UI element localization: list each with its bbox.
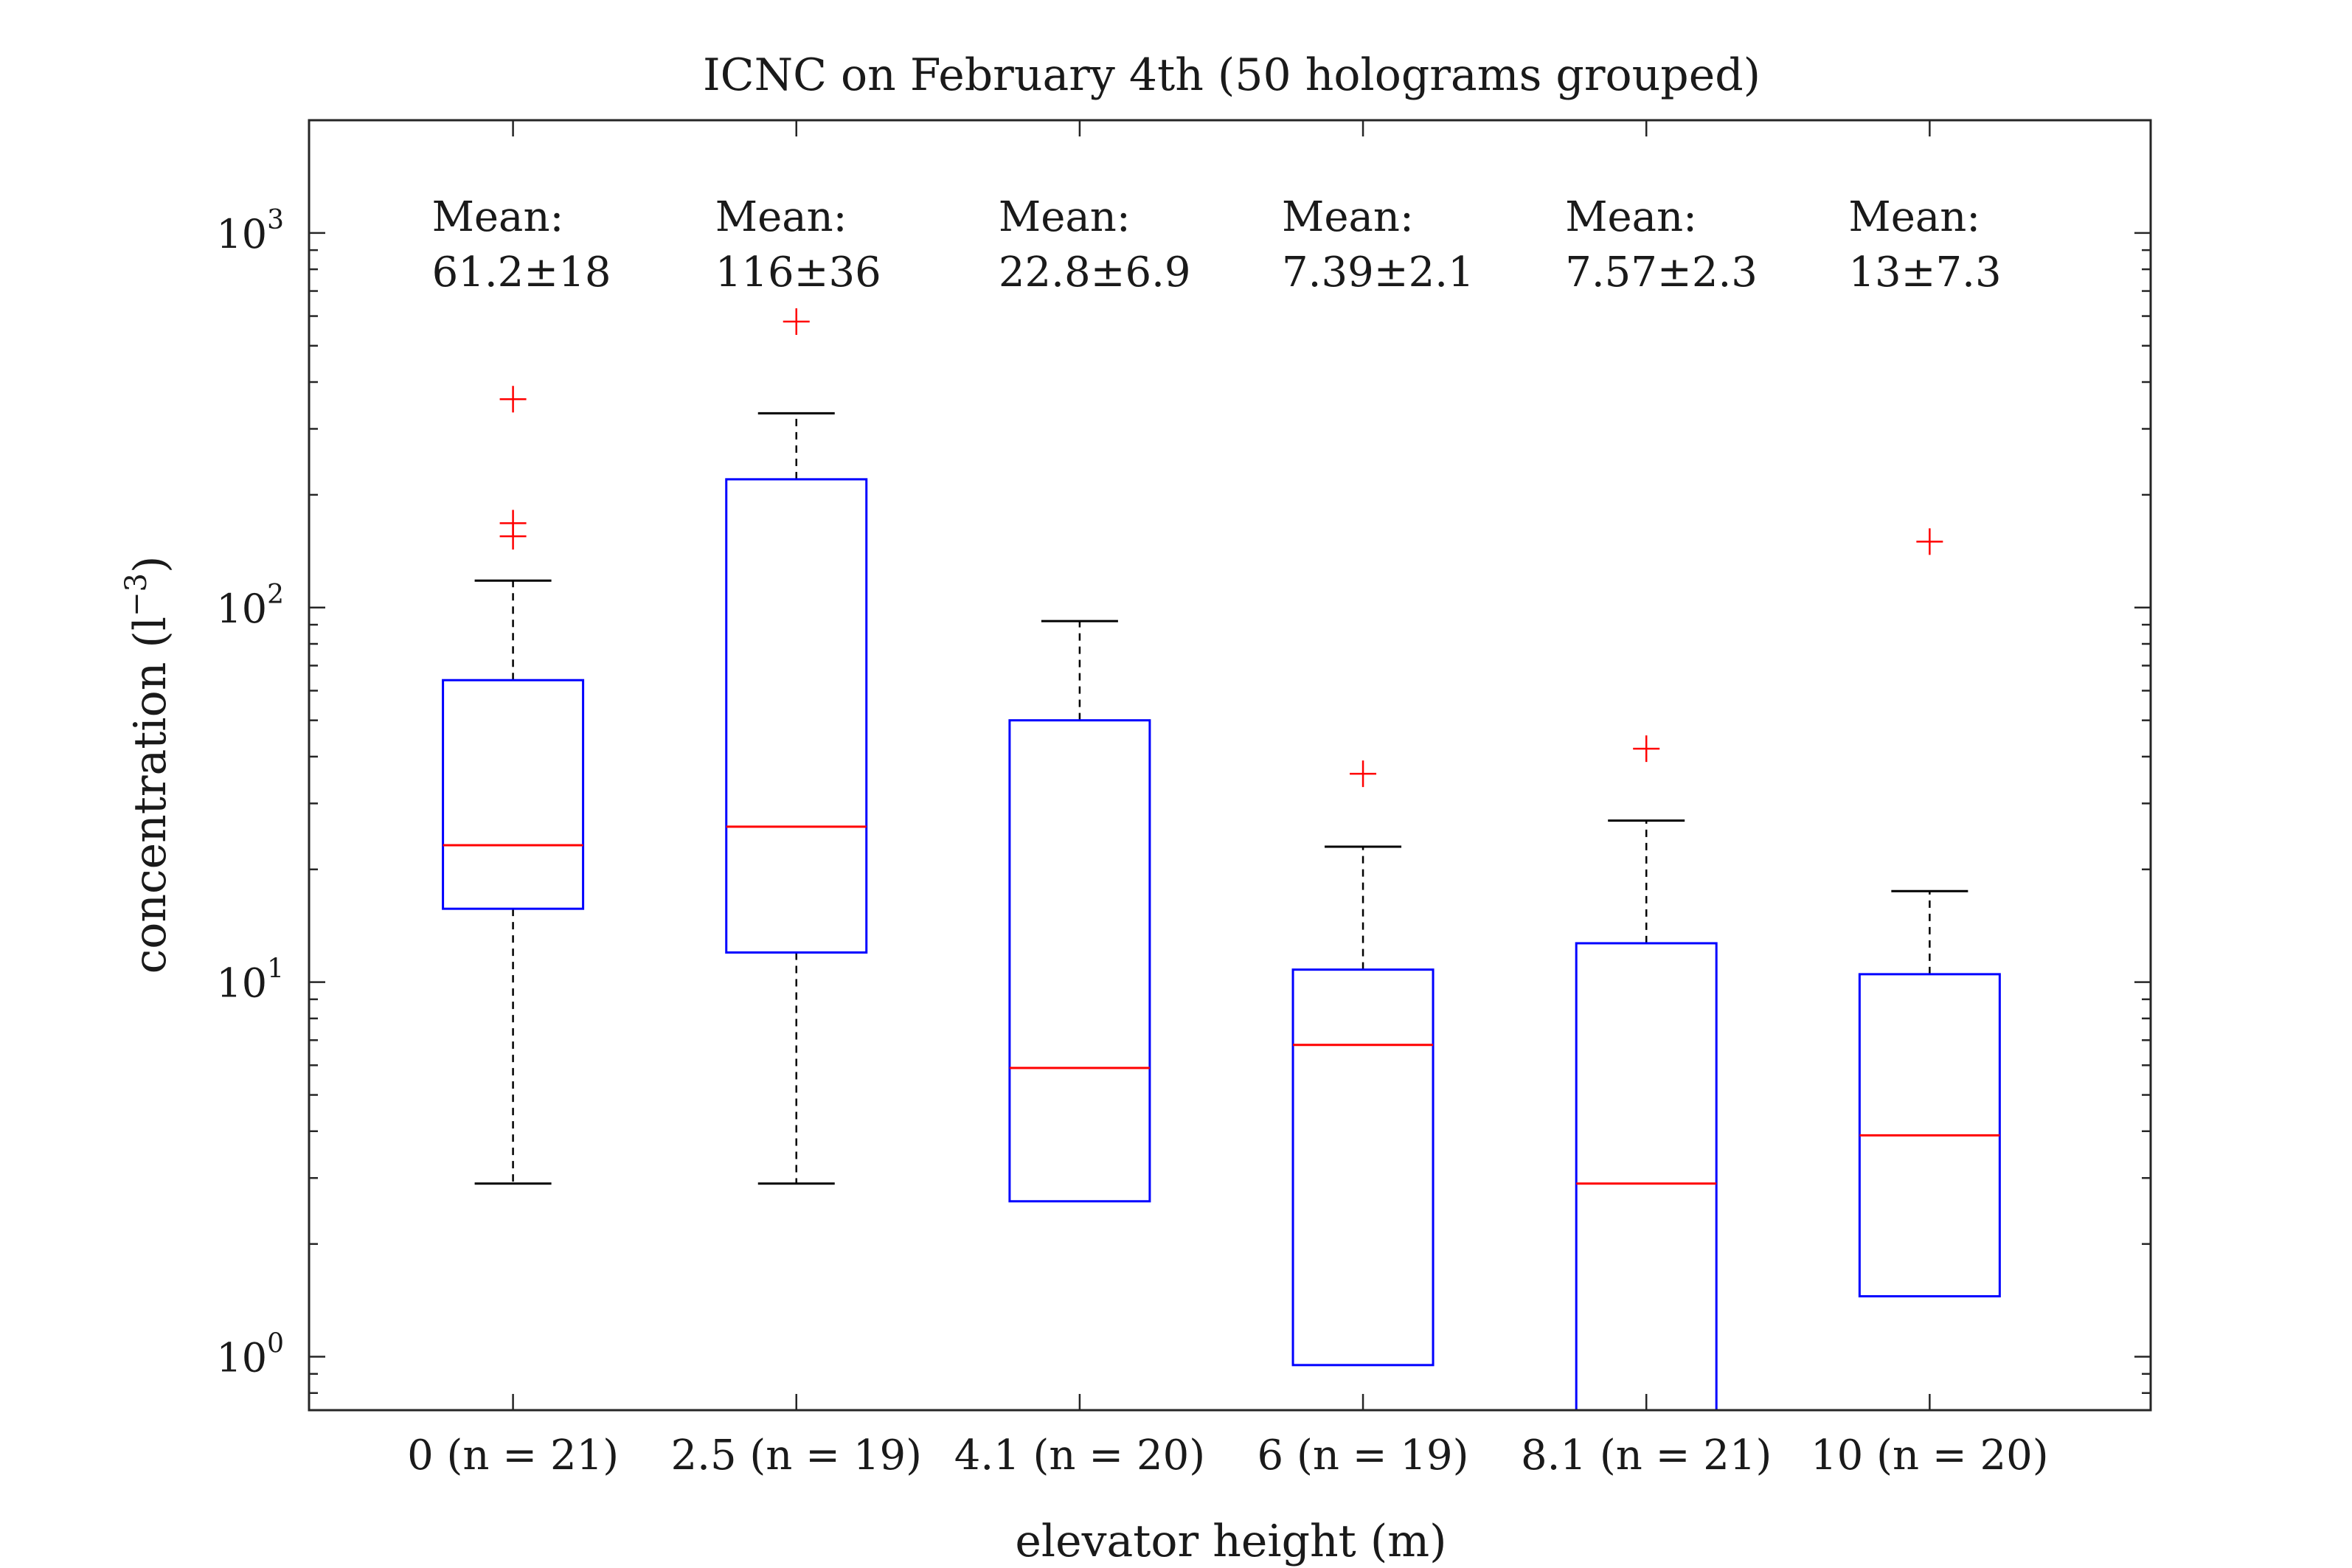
x-tick-label: 4.1 (n = 20)	[954, 1432, 1205, 1479]
box-iqr	[1291, 968, 1435, 1367]
mean-annotation-value: 7.39±2.1	[1282, 249, 1474, 296]
y-axis-label: concentration (l−3)	[119, 556, 176, 974]
outlier-marker	[499, 523, 527, 550]
x-tick-label: 6 (n = 19)	[1257, 1432, 1469, 1479]
mean-annotation-value: 13±7.3	[1848, 249, 2001, 296]
y-axis-label-exponent: −3	[119, 573, 153, 617]
x-tick-label: 8.1 (n = 21)	[1521, 1432, 1772, 1479]
mean-annotation-label: Mean:	[1282, 193, 1414, 241]
y-tick-label: 102	[216, 580, 284, 632]
x-tick-label: 2.5 (n = 19)	[671, 1432, 922, 1479]
outlier-marker	[1350, 760, 1377, 788]
y-axis-label-main: concentration (l	[125, 617, 176, 974]
axes-frame	[308, 119, 2152, 1412]
plot-area: 100 101 102 103 0 (n = 21) Mean: 61.2±18 2.5 (n…	[216, 119, 2151, 1479]
mean-annotation-label: Mean:	[715, 193, 847, 241]
mean-annotation-label: Mean:	[1565, 193, 1697, 241]
mean-annotation-value: 116±36	[715, 249, 881, 296]
outlier-marker	[783, 308, 810, 336]
outlier-marker	[1916, 528, 1943, 555]
x-tick-label: 0 (n = 21)	[407, 1432, 619, 1479]
mean-annotation-value: 7.57±2.3	[1565, 249, 1758, 296]
box-iqr	[442, 679, 585, 910]
y-tick-label: 101	[216, 954, 284, 1007]
box-iqr	[1008, 719, 1151, 1203]
y-axis-label-close: )	[125, 556, 176, 573]
y-tick-label: 100	[216, 1329, 284, 1381]
box-iqr	[725, 478, 868, 954]
outlier-marker	[1633, 735, 1660, 763]
mean-annotation-value: 61.2±18	[432, 249, 611, 296]
mean-annotation-label: Mean:	[999, 193, 1131, 241]
x-axis-label: elevator height (m)	[1015, 1516, 1446, 1567]
mean-annotation-label: Mean:	[432, 193, 564, 241]
y-tick-label: 103	[216, 205, 284, 257]
x-tick-label: 10 (n = 20)	[1811, 1432, 2049, 1479]
mean-annotation-label: Mean:	[1848, 193, 1980, 241]
mean-annotation-value: 22.8±6.9	[999, 249, 1191, 296]
outlier-marker	[499, 386, 527, 413]
chart-title: ICNC on February 4th (50 holograms group…	[703, 49, 1760, 101]
